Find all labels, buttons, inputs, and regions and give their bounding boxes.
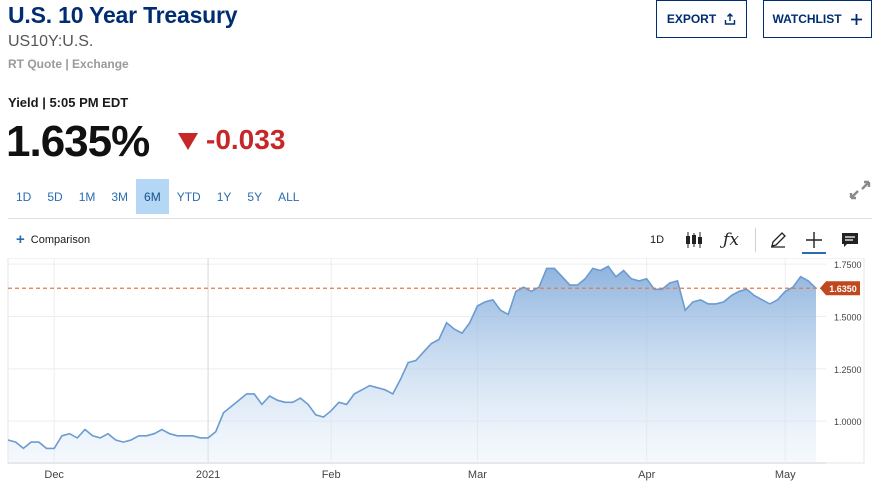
range-tab-6m[interactable]: 6M bbox=[136, 179, 169, 214]
interval-selector[interactable]: 1D bbox=[649, 234, 665, 246]
comment-icon[interactable] bbox=[838, 228, 862, 252]
quote-source: RT Quote | Exchange bbox=[8, 57, 129, 71]
chart-area-fill bbox=[8, 266, 816, 463]
toolbar-separator bbox=[755, 228, 756, 252]
current-value-label: 1.6350 bbox=[829, 284, 857, 294]
range-tab-3m[interactable]: 3M bbox=[111, 189, 129, 204]
last-price: 1.635% bbox=[6, 117, 150, 166]
y-tick-label: 1.0000 bbox=[834, 417, 862, 427]
change-value: -0.033 bbox=[206, 124, 286, 155]
down-arrow-icon bbox=[178, 132, 198, 150]
export-button[interactable]: EXPORT bbox=[656, 0, 747, 38]
comparison-button[interactable]: + Comparison bbox=[16, 231, 90, 248]
range-tab-all[interactable]: ALL bbox=[278, 189, 300, 204]
pencil-icon[interactable] bbox=[766, 228, 790, 252]
expand-icon[interactable] bbox=[848, 179, 872, 206]
x-tick-label: Mar bbox=[468, 469, 487, 481]
x-tick-label: Feb bbox=[322, 469, 341, 481]
toolbar-divider bbox=[8, 218, 872, 219]
share-icon bbox=[724, 13, 736, 25]
range-tab-5y[interactable]: 5Y bbox=[247, 189, 263, 204]
x-tick-label: May bbox=[775, 469, 796, 481]
export-label: EXPORT bbox=[666, 12, 717, 26]
chart-series-line bbox=[7, 265, 817, 450]
x-tick-label: Apr bbox=[638, 469, 655, 481]
range-tab-1m[interactable]: 1M bbox=[78, 189, 96, 204]
add-comparison-icon: + bbox=[16, 231, 25, 248]
ticker-symbol: US10Y:U.S. bbox=[8, 33, 94, 50]
candlestick-icon[interactable] bbox=[682, 228, 706, 252]
yield-timestamp: Yield | 5:05 PM EDT bbox=[8, 95, 129, 110]
price-change: -0.033 bbox=[178, 124, 285, 156]
watchlist-button[interactable]: WATCHLIST bbox=[763, 0, 872, 38]
range-tab-1y[interactable]: 1Y bbox=[216, 189, 232, 204]
range-tab-ytd[interactable]: YTD bbox=[176, 189, 201, 204]
page-title: U.S. 10 Year Treasury bbox=[8, 2, 238, 28]
current-value-badge bbox=[820, 281, 860, 296]
range-tab-5d[interactable]: 5D bbox=[47, 189, 63, 204]
x-tick-label: 2021 bbox=[196, 469, 220, 481]
comparison-label: Comparison bbox=[30, 233, 91, 246]
watchlist-label: WATCHLIST bbox=[772, 12, 842, 26]
crosshair-icon[interactable] bbox=[802, 228, 826, 254]
y-tick-label: 1.7500 bbox=[834, 260, 862, 270]
y-tick-label: 1.2500 bbox=[834, 365, 862, 375]
x-tick-label: Dec bbox=[44, 469, 64, 481]
range-tab-1d[interactable]: 1D bbox=[16, 189, 32, 204]
y-tick-label: 1.5000 bbox=[834, 313, 862, 323]
plus-icon bbox=[850, 13, 863, 26]
function-icon[interactable]: ƒx bbox=[723, 230, 739, 250]
time-range-tabs: 1D 5D 1M 3M 6M YTD 1Y 5Y ALL bbox=[8, 179, 307, 214]
yield-chart[interactable]: 1.7500 1.5000 1.2500 1.0000 Dec 2021 Feb Mar Apr… bbox=[0, 258, 872, 494]
